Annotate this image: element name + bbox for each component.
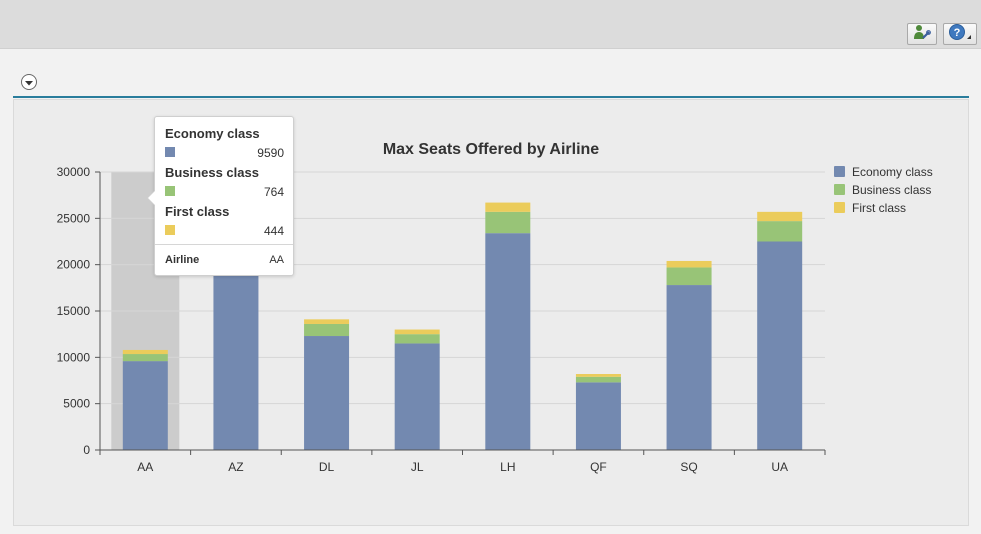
bar-qf-first-class (575, 374, 621, 377)
tooltip-separator (155, 244, 293, 245)
bars (122, 202, 803, 450)
legend-label: First class (852, 201, 906, 215)
bar-jl-economy-class (394, 343, 440, 450)
bar-lh-economy-class (485, 233, 531, 450)
legend: Economy class Business class First class (834, 165, 933, 215)
tooltip-swatch (165, 225, 175, 235)
y-tick-label: 15000 (57, 304, 91, 318)
top-toolbar: ? (0, 0, 981, 49)
legend-label: Economy class (852, 165, 933, 179)
x-tick-label: AZ (228, 460, 243, 474)
chart-title: Max Seats Offered by Airline (383, 141, 599, 158)
x-tick-label: JL (411, 460, 424, 474)
bar-qf-business-class (575, 376, 621, 383)
chevron-down-icon (25, 73, 33, 91)
bar-qf-economy-class (575, 382, 621, 450)
legend-swatch (834, 184, 845, 195)
tooltip-series-name: Economy class (165, 126, 260, 141)
legend-swatch (834, 166, 845, 177)
tooltip: Economy class 9590 Business class 764 Fi… (147, 116, 294, 276)
bar-sq-business-class (666, 267, 712, 286)
y-tick-label: 0 (83, 443, 90, 457)
bar-dl-economy-class (304, 336, 350, 450)
legend-swatch (834, 202, 845, 213)
tooltip-swatch (165, 147, 175, 157)
bar-dl-first-class (304, 319, 350, 324)
tick-labels: 0 5000 10000 15000 20000 25000 30000 AA AZ DL JL LH… (57, 165, 826, 474)
tooltip-series-name: Business class (165, 165, 259, 180)
bar-jl-first-class (394, 329, 440, 335)
bar-dl-business-class (304, 323, 350, 337)
tooltip-dimension-value: AA (269, 254, 284, 266)
y-tick-label: 20000 (57, 258, 91, 272)
tooltip-swatch (165, 186, 175, 196)
bar-ua-first-class (757, 211, 803, 222)
bar-ua-business-class (757, 221, 803, 242)
x-tick-label: QF (590, 460, 607, 474)
bar-sq-first-class (666, 260, 712, 268)
bar-lh-business-class (485, 211, 531, 234)
bar-aa-first-class (122, 349, 168, 355)
legend-label: Business class (852, 183, 931, 197)
bar-az-economy-class (213, 272, 259, 450)
x-tick-label: DL (319, 460, 335, 474)
x-tick-label: AA (137, 460, 153, 474)
help-button[interactable]: ? (943, 23, 977, 45)
y-tick-label: 5000 (63, 397, 90, 411)
svg-text:?: ? (954, 27, 961, 39)
x-tick-label: LH (500, 460, 515, 474)
tooltip-value: 9590 (257, 146, 284, 160)
bar-jl-business-class (394, 334, 440, 344)
collapse-panel-button[interactable] (21, 74, 37, 90)
user-settings-icon (913, 24, 931, 45)
y-tick-label: 25000 (57, 211, 91, 225)
tooltip-value: 444 (263, 224, 284, 238)
x-tick-label: SQ (680, 460, 697, 474)
help-icon: ? (948, 23, 972, 46)
y-tick-label: 30000 (57, 165, 91, 179)
y-tick-label: 10000 (57, 350, 91, 364)
tooltip-dimension-label: Airline (165, 254, 200, 266)
bar-aa-economy-class (122, 361, 168, 450)
tooltip-value: 764 (263, 185, 284, 199)
x-tick-label: UA (771, 460, 788, 474)
bar-ua-economy-class (757, 241, 803, 450)
bar-sq-economy-class (666, 285, 712, 450)
tooltip-series-name: First class (165, 204, 230, 219)
section-divider (13, 96, 969, 98)
personalize-button[interactable] (907, 23, 937, 45)
bar-lh-first-class (485, 202, 531, 212)
bar-aa-business-class (122, 354, 168, 362)
